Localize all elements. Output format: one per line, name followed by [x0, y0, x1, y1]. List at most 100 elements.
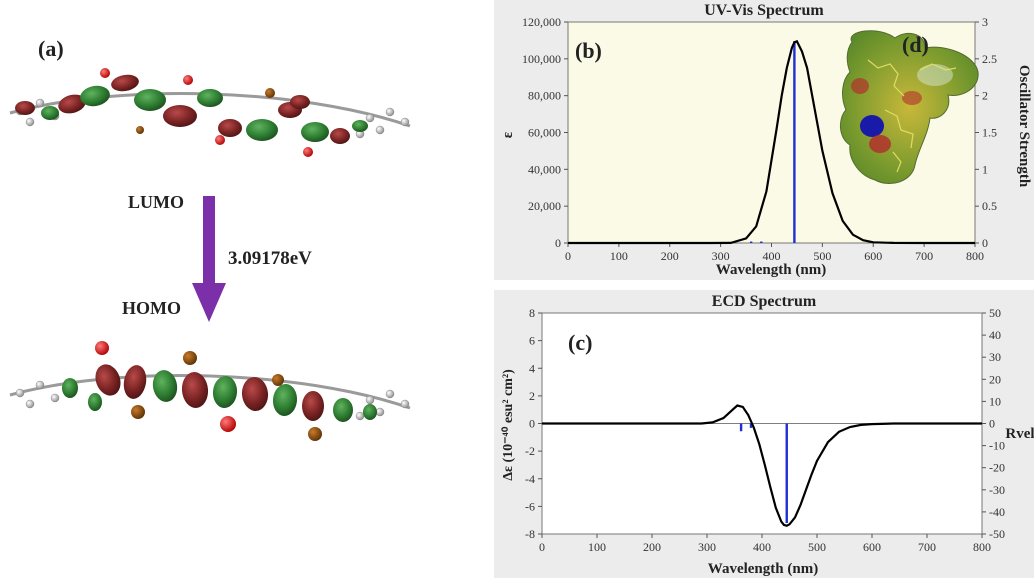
ecd-y2-tick-label: 30 [989, 350, 1001, 364]
hydrogen-atom [400, 117, 410, 127]
orbital-lobe-positive [163, 105, 197, 127]
ecd-y2-tick-label: -20 [989, 461, 1005, 475]
uvvis-y2-tick-label: 3 [982, 15, 988, 29]
uvvis-y-tick-label: 40,000 [528, 162, 561, 176]
metal-atom [308, 427, 322, 441]
ecd-y2-tick-label: -40 [989, 505, 1005, 519]
uvvis-x-tick-label: 500 [813, 249, 831, 263]
uvvis-absorption-curve [568, 39, 975, 245]
oxygen-atom [303, 147, 313, 157]
hydrogen-atom [365, 395, 375, 405]
homo-orbital-molecule [9, 341, 411, 441]
ecd-y-tick-label: -4 [525, 472, 535, 486]
panel-b-label: (b) [575, 38, 602, 63]
uvvis-y2-tick-label: 2 [982, 89, 988, 103]
orbital-lobe-positive [241, 377, 269, 411]
uvvis-x-tick-label: 300 [712, 249, 730, 263]
uvvis-y2-tick-label: 1.5 [982, 126, 997, 140]
hydrogen-atom [365, 113, 375, 123]
panel-d-label: (d) [902, 32, 929, 57]
ecd-x-axis-label: Wavelength (nm) [708, 561, 818, 577]
hydrogen-atom [385, 389, 395, 399]
oxygen-atom [220, 416, 236, 432]
ecd-y-tick-label: -6 [525, 499, 535, 513]
homo-label: HOMO [122, 298, 181, 318]
hydrogen-atom [50, 393, 60, 403]
hydrogen-atom [375, 407, 385, 417]
lumo-label: LUMO [128, 192, 184, 212]
metal-atom [136, 126, 144, 134]
ecd-y-tick-label: 8 [529, 306, 535, 320]
uvvis-x-tick-label: 0 [565, 249, 571, 263]
orbital-lobe-negative [212, 376, 238, 408]
orbital-lobe-positive [181, 372, 209, 408]
metal-atom [131, 405, 145, 419]
ecd-x-tick-label: 0 [539, 540, 545, 554]
ecd-y2-tick-label: 20 [989, 372, 1001, 386]
ecd-y-tick-label: 2 [529, 389, 535, 403]
ecd-y-tick-label: -8 [525, 527, 535, 541]
ecd-x-tick-label: 200 [643, 540, 661, 554]
uvvis-y2-axis-label: Oscillator Strength [1016, 65, 1032, 188]
panel-a: (a) LUMO 3.09178eV HOMO [9, 36, 411, 441]
energy-gap-label: 3.09178eV [228, 248, 312, 269]
orbital-lobe-positive [290, 95, 310, 109]
uvvis-x-tick-label: 600 [864, 249, 882, 263]
orbital-lobe-negative [62, 378, 78, 398]
orbital-lobe-negative [301, 122, 329, 142]
ecd-y2-tick-label: 10 [989, 394, 1001, 408]
orbital-lobe-negative [246, 119, 278, 141]
ecd-y2-tick-label: -50 [989, 527, 1005, 541]
ecd-x-tick-label: 300 [698, 540, 716, 554]
hydrogen-atom [375, 125, 385, 135]
ecd-x-tick-label: 500 [808, 540, 826, 554]
orbital-lobe-negative [80, 85, 110, 107]
hydrogen-atom [25, 117, 35, 127]
orbital-lobe-negative [363, 404, 377, 420]
uvvis-x-axis-label: Wavelength (nm) [716, 262, 826, 278]
orbital-lobe-positive [58, 94, 86, 114]
orbital-lobe-negative [134, 89, 166, 111]
ecd-y-tick-label: 0 [529, 417, 535, 431]
uvvis-x-tick-label: 800 [966, 249, 984, 263]
ecd-x-tick-label: 600 [863, 540, 881, 554]
oxygen-atom [95, 341, 109, 355]
orbital-lobe-negative [88, 393, 102, 411]
oxygen-atom [183, 75, 193, 85]
orbital-lobe-positive [95, 364, 121, 396]
ecd-y-tick-label: -2 [525, 444, 535, 458]
ecd-y2-tick-label: -10 [989, 439, 1005, 453]
orbital-lobe-negative [197, 89, 223, 107]
orbital-lobe-negative [272, 384, 298, 416]
uvvis-y-tick-label: 60,000 [528, 126, 561, 140]
uvvis-y-tick-label: 20,000 [528, 199, 561, 213]
uvvis-y2-tick-label: 2.5 [982, 52, 997, 66]
uvvis-y-axis-label: ε [500, 131, 516, 138]
ecd-x-tick-label: 400 [753, 540, 771, 554]
hydrogen-atom [15, 388, 25, 398]
orbital-lobe-positive [15, 101, 35, 115]
hydrogen-atom [25, 399, 35, 409]
uvvis-y2-tick-label: 1 [982, 162, 988, 176]
uvvis-y-tick-label: 80,000 [528, 89, 561, 103]
ecd-x-tick-label: 700 [918, 540, 936, 554]
ecd-curve [542, 404, 982, 527]
energy-gap-arrow [192, 196, 226, 322]
uvvis-x-tick-label: 200 [661, 249, 679, 263]
ecd-y-axis-label: Δε (10⁻⁴⁰ esu² cm²) [501, 369, 516, 481]
orbital-lobe-negative [152, 370, 178, 402]
uvvis-y2-tick-label: 0 [982, 236, 988, 250]
uvvis-y-tick-label: 100,000 [522, 52, 561, 66]
ecd-y-tick-label: 6 [529, 334, 535, 348]
metal-atom [183, 351, 197, 365]
ecd-x-tick-label: 800 [973, 540, 991, 554]
uvvis-x-tick-label: 700 [915, 249, 933, 263]
esp-negative-region [860, 115, 884, 137]
metal-atom [265, 88, 275, 98]
ecd-y2-tick-label: 50 [989, 306, 1001, 320]
hydrogen-atom [35, 380, 45, 390]
hydrogen-atom [355, 411, 365, 421]
panel-a-label: (a) [38, 36, 64, 61]
orbital-lobe-positive [123, 365, 147, 399]
